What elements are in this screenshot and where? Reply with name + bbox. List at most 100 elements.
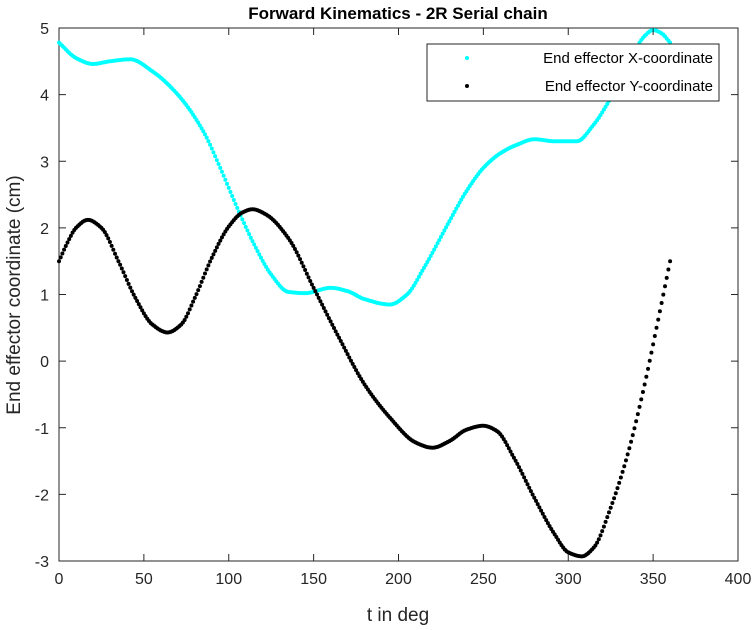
data-point — [654, 325, 659, 330]
data-point — [540, 511, 545, 516]
data-point — [321, 305, 326, 310]
data-point — [260, 258, 265, 263]
data-point — [248, 235, 253, 240]
data-point — [435, 241, 440, 246]
data-point — [605, 101, 610, 106]
legend-label-x: End effector X-coordinate — [543, 50, 713, 67]
legend-box — [426, 43, 720, 102]
data-point — [335, 332, 340, 337]
data-point — [532, 495, 537, 500]
x-tick-label: 0 — [55, 571, 64, 588]
data-point — [340, 342, 345, 347]
series-1 — [57, 207, 673, 559]
data-point — [135, 298, 140, 303]
data-point — [606, 510, 611, 515]
data-point — [601, 524, 606, 529]
y-tick-label: 4 — [40, 88, 49, 105]
data-point — [433, 244, 438, 249]
data-point — [537, 505, 542, 510]
data-point — [262, 261, 267, 266]
data-point — [194, 292, 199, 297]
data-point — [617, 480, 622, 485]
data-point — [515, 461, 520, 466]
data-point — [661, 292, 666, 297]
data-point — [639, 397, 644, 402]
data-point — [342, 345, 347, 350]
data-point — [620, 469, 625, 474]
data-point — [603, 104, 608, 109]
data-point — [640, 389, 645, 394]
data-point — [102, 230, 107, 235]
data-point — [245, 228, 250, 233]
data-point — [119, 266, 124, 271]
data-point — [413, 280, 418, 285]
data-point — [299, 260, 304, 265]
data-point — [216, 241, 221, 246]
data-point — [668, 259, 673, 264]
data-point — [259, 255, 263, 260]
data-point — [622, 464, 627, 469]
data-point — [337, 335, 342, 340]
data-point — [615, 486, 620, 491]
data-point — [545, 521, 550, 526]
data-point — [214, 158, 219, 163]
data-point — [182, 317, 187, 322]
data-point — [511, 455, 516, 460]
data-point — [184, 314, 189, 319]
data-point — [62, 247, 67, 252]
data-point — [629, 439, 634, 444]
data-point — [219, 169, 224, 174]
legend-marker-x — [465, 56, 469, 60]
data-point — [318, 299, 323, 304]
data-point — [57, 259, 61, 264]
data-point — [136, 302, 141, 307]
data-point — [202, 132, 207, 137]
data-point — [114, 255, 119, 260]
data-point — [296, 253, 301, 258]
data-point — [347, 355, 352, 360]
data-point — [501, 437, 506, 442]
data-point — [240, 217, 245, 222]
data-point — [294, 250, 299, 255]
data-point — [235, 205, 240, 210]
data-point — [651, 342, 656, 347]
data-point — [301, 264, 306, 269]
data-point — [534, 498, 538, 503]
data-point — [304, 271, 309, 276]
data-point — [242, 221, 247, 226]
data-point — [345, 352, 350, 357]
data-point — [505, 443, 510, 448]
data-point — [652, 334, 657, 339]
x-tick-label: 300 — [555, 571, 582, 588]
data-point — [338, 339, 343, 344]
data-point — [216, 162, 221, 167]
data-point — [528, 489, 533, 494]
data-point — [613, 491, 618, 496]
x-tick-label: 400 — [725, 571, 752, 588]
data-point — [634, 419, 639, 424]
data-point — [350, 361, 355, 366]
data-point — [201, 129, 206, 134]
data-point — [530, 492, 535, 497]
data-point — [253, 245, 258, 250]
data-point — [128, 285, 133, 290]
y-tick-label: 1 — [40, 288, 49, 305]
data-point — [355, 371, 360, 376]
data-point — [523, 478, 528, 483]
data-point — [348, 358, 353, 363]
data-point — [192, 295, 197, 300]
data-point — [204, 267, 209, 272]
data-point — [513, 458, 518, 463]
data-point — [520, 471, 525, 476]
data-point — [416, 274, 421, 279]
data-point — [208, 142, 213, 147]
data-point — [323, 309, 328, 314]
data-point — [444, 225, 449, 230]
x-tick-label: 350 — [640, 571, 667, 588]
chart-title: Forward Kinematics - 2R Serial chain — [248, 4, 547, 23]
data-point — [428, 253, 433, 258]
data-point — [656, 317, 661, 322]
data-point — [522, 475, 527, 480]
data-point — [231, 198, 236, 203]
